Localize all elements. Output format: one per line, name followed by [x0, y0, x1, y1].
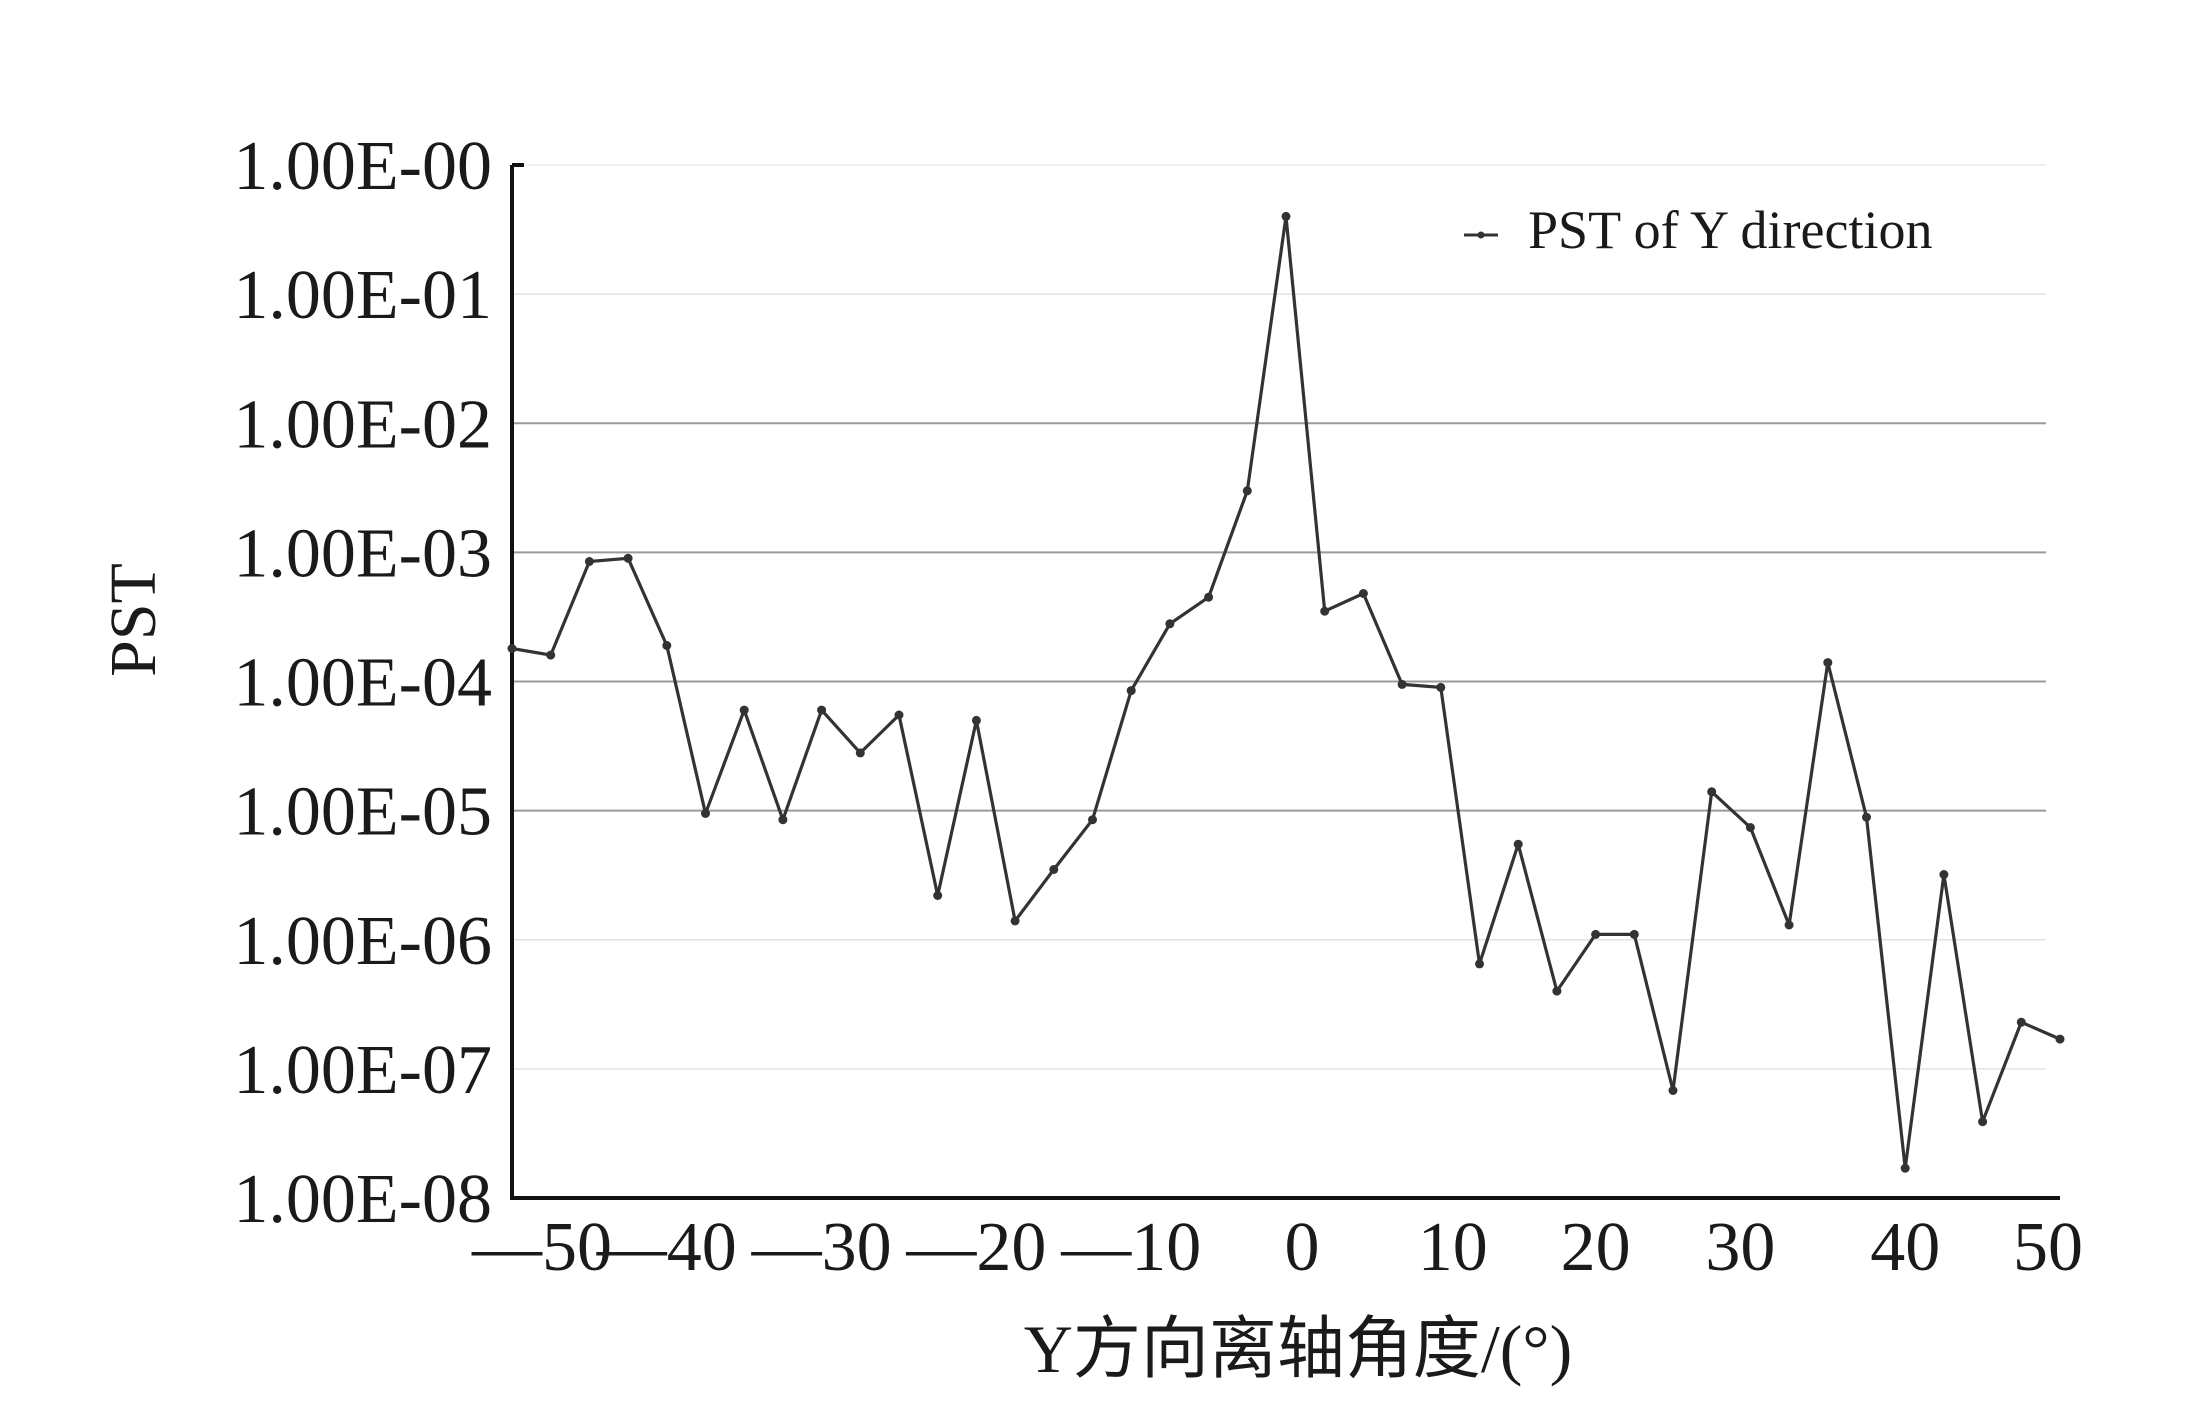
- data-point: [971, 715, 981, 725]
- data-point: [1358, 589, 1368, 598]
- legend-swatch-marker: [1477, 231, 1485, 239]
- x-tick-label: 10: [1418, 1209, 1488, 1286]
- y-tick-label: 1.00E-06: [233, 903, 492, 980]
- x-tick-label: —50: [471, 1209, 612, 1286]
- data-point: [1088, 815, 1097, 825]
- series-line: [511, 214, 2061, 1170]
- data-point: [1320, 606, 1330, 616]
- data-point: [1707, 787, 1717, 797]
- data-point: [2016, 1017, 2026, 1027]
- data-point: [1900, 1163, 1910, 1173]
- data-point: [1397, 679, 1407, 689]
- data-point: [701, 809, 710, 818]
- y-tick-label: 1.00E-05: [233, 774, 492, 851]
- data-point: [894, 710, 904, 720]
- x-axis-label: Y方向离轴角度/(°): [1024, 1311, 1572, 1387]
- grid-lines: [512, 164, 2046, 1070]
- data-point: [1591, 929, 1601, 939]
- data-point: [546, 650, 556, 660]
- data-point: [623, 553, 633, 563]
- x-tick-labels: —50—40 —30 —20 —10 0 10 20 30 40 50: [471, 1209, 2083, 1286]
- data-point: [933, 891, 943, 900]
- data-point: [855, 748, 865, 758]
- data-point: [1823, 658, 1833, 668]
- x-tick-label: 40: [1870, 1209, 1940, 1286]
- data-point: [1049, 865, 1059, 874]
- y-tick-label: 1.00E-01: [233, 257, 492, 334]
- data-point: [1629, 929, 1639, 939]
- x-tick-label: —30: [751, 1209, 892, 1286]
- data-point: [1939, 870, 1949, 879]
- data-point: [1242, 486, 1252, 496]
- x-tick-label: —40: [596, 1209, 737, 1286]
- y-tick-label: 1.00E-00: [233, 128, 492, 205]
- data-point: [1784, 920, 1794, 930]
- y-tick-label: 1.00E-08: [233, 1161, 492, 1238]
- data-point: [1436, 682, 1446, 692]
- data-point: [1281, 211, 1291, 221]
- data-point: [662, 641, 672, 650]
- data-point: [739, 705, 749, 715]
- x-tick-label: —20: [905, 1209, 1046, 1286]
- y-tick-label: 1.00E-04: [233, 645, 492, 722]
- data-point: [1978, 1117, 1988, 1127]
- y-tick-label: 1.00E-07: [233, 1032, 492, 1109]
- legend-entry: PST of Y direction: [1528, 200, 1932, 260]
- x-tick-label: 50: [2013, 1209, 2083, 1286]
- x-tick-label: 30: [1705, 1209, 1775, 1286]
- series-layer: [507, 211, 2065, 1173]
- data-point: [1668, 1086, 1678, 1095]
- legend: PST of Y direction: [1464, 200, 1932, 260]
- y-axis-label: PST: [97, 563, 170, 677]
- data-point: [2055, 1034, 2065, 1044]
- data-point: [507, 644, 517, 653]
- x-tick-label: 20: [1561, 1209, 1631, 1286]
- data-point: [1204, 592, 1214, 602]
- y-tick-label: 1.00E-02: [233, 386, 492, 463]
- data-point: [1010, 916, 1020, 926]
- data-point: [584, 557, 594, 566]
- data-point: [1475, 959, 1484, 969]
- y-tick-labels: 1.00E-00 1.00E-01 1.00E-02 1.00E-03 1.00E-04…: [233, 128, 492, 1238]
- x-tick-label: 0: [1285, 1209, 1320, 1286]
- data-point: [1126, 686, 1136, 696]
- data-point: [1513, 839, 1523, 849]
- data-point: [1862, 812, 1871, 822]
- axes: [510, 163, 2060, 1200]
- data-point: [817, 705, 827, 715]
- data-point: [1552, 986, 1562, 996]
- x-tick-label: —10: [1060, 1209, 1201, 1286]
- data-point: [1745, 823, 1755, 832]
- y-tick-label: 1.00E-03: [233, 515, 492, 592]
- data-point: [778, 815, 788, 825]
- data-point: [1165, 619, 1175, 629]
